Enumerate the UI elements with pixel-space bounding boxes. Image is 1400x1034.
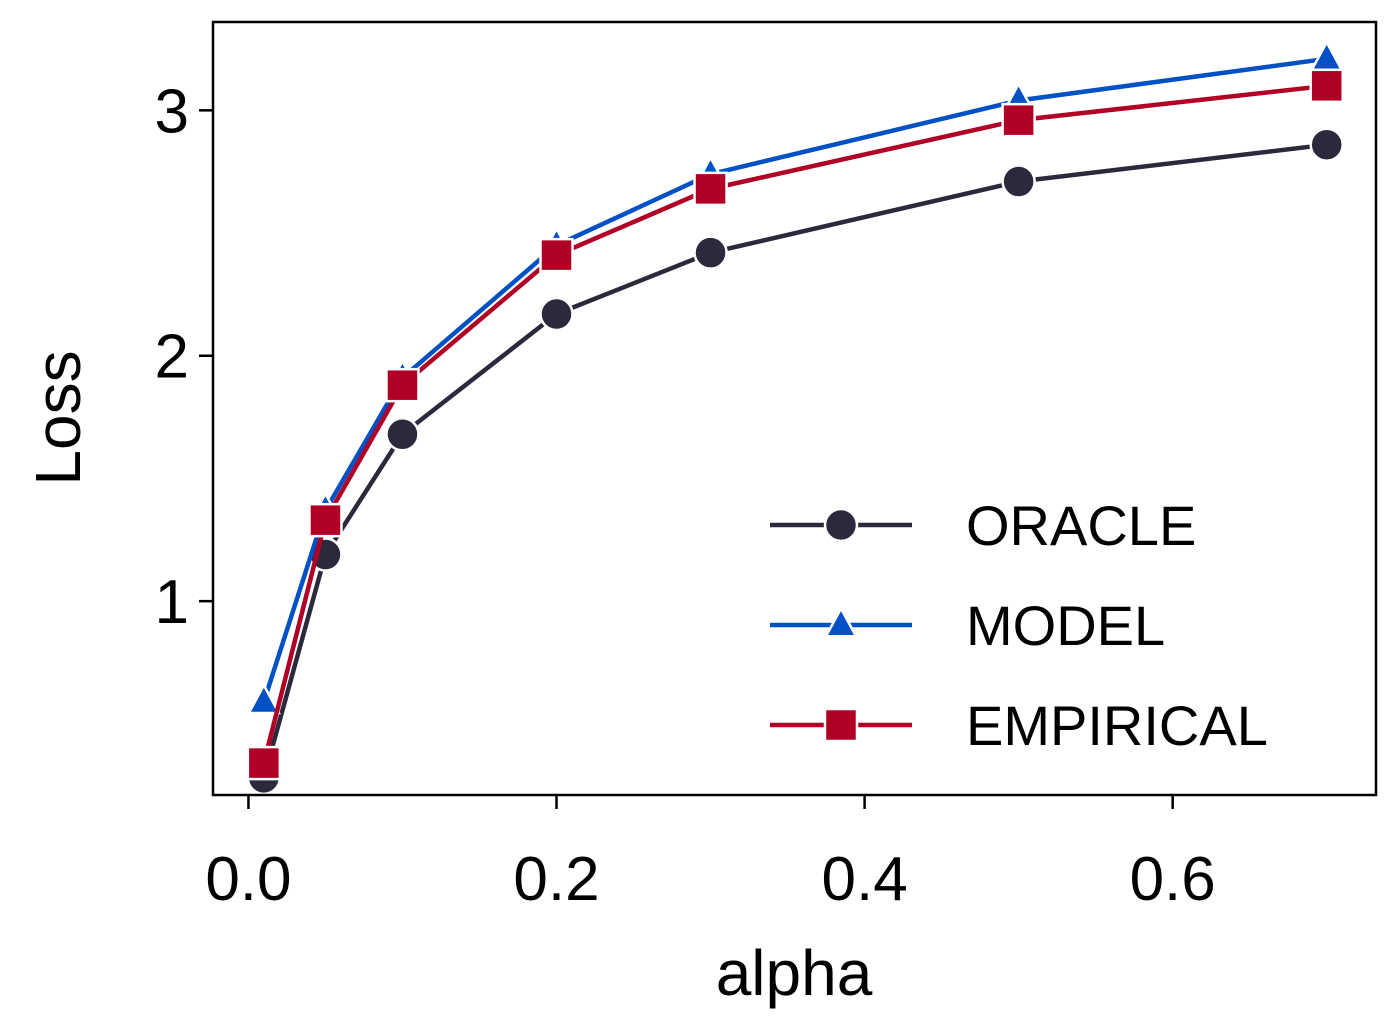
- legend-item-model: MODEL: [770, 594, 1165, 657]
- x-tick-label: 0.6: [1130, 845, 1216, 914]
- data-point-empirical: [246, 745, 282, 781]
- y-tick-label: 1: [155, 568, 189, 637]
- x-tick-label: 0.2: [513, 845, 599, 914]
- data-point-oracle: [539, 296, 574, 332]
- data-point-oracle: [1001, 164, 1036, 199]
- x-tick-label: 0.0: [205, 845, 291, 914]
- data-point-oracle: [693, 235, 728, 270]
- data-point-empirical: [539, 237, 574, 273]
- legend-label-model: MODEL: [966, 594, 1165, 657]
- series-layer: [246, 39, 1344, 796]
- legend-label-oracle: ORACLE: [966, 494, 1196, 557]
- series-oracle: [246, 127, 1344, 796]
- x-tick-label: 0.4: [821, 845, 907, 914]
- data-point-empirical: [308, 502, 343, 538]
- legend-marker-model: [823, 605, 859, 638]
- data-point-empirical: [1001, 102, 1036, 138]
- y-axis: 1 2 3: [155, 77, 213, 637]
- x-axis-title: alpha: [716, 937, 873, 1009]
- series-empirical: [246, 68, 1344, 781]
- plot-frame: [211, 20, 1378, 797]
- legend: ORACLE MODEL EMPIRICAL: [770, 494, 1268, 757]
- legend-label-empirical: EMPIRICAL: [966, 694, 1268, 757]
- legend-marker-empirical: [823, 707, 859, 743]
- data-point-oracle: [1309, 127, 1344, 162]
- legend-item-oracle: ORACLE: [770, 494, 1196, 557]
- y-axis-title: Loss: [22, 350, 94, 485]
- data-point-oracle: [385, 417, 420, 452]
- series-line-empirical: [261, 83, 1327, 764]
- data-point-empirical: [385, 367, 420, 403]
- x-axis: 0.0 0.2 0.4 0.6: [205, 795, 1216, 914]
- series-line-oracle: [261, 142, 1327, 779]
- legend-marker-oracle: [823, 507, 859, 543]
- data-point-model: [1309, 39, 1344, 72]
- y-tick-label: 2: [155, 323, 189, 392]
- data-point-empirical: [693, 171, 728, 207]
- series-line-model: [261, 56, 1328, 703]
- data-point-model: [246, 682, 281, 715]
- data-point-empirical: [1309, 68, 1344, 104]
- legend-item-empirical: EMPIRICAL: [770, 694, 1268, 757]
- y-tick-label: 3: [155, 77, 189, 146]
